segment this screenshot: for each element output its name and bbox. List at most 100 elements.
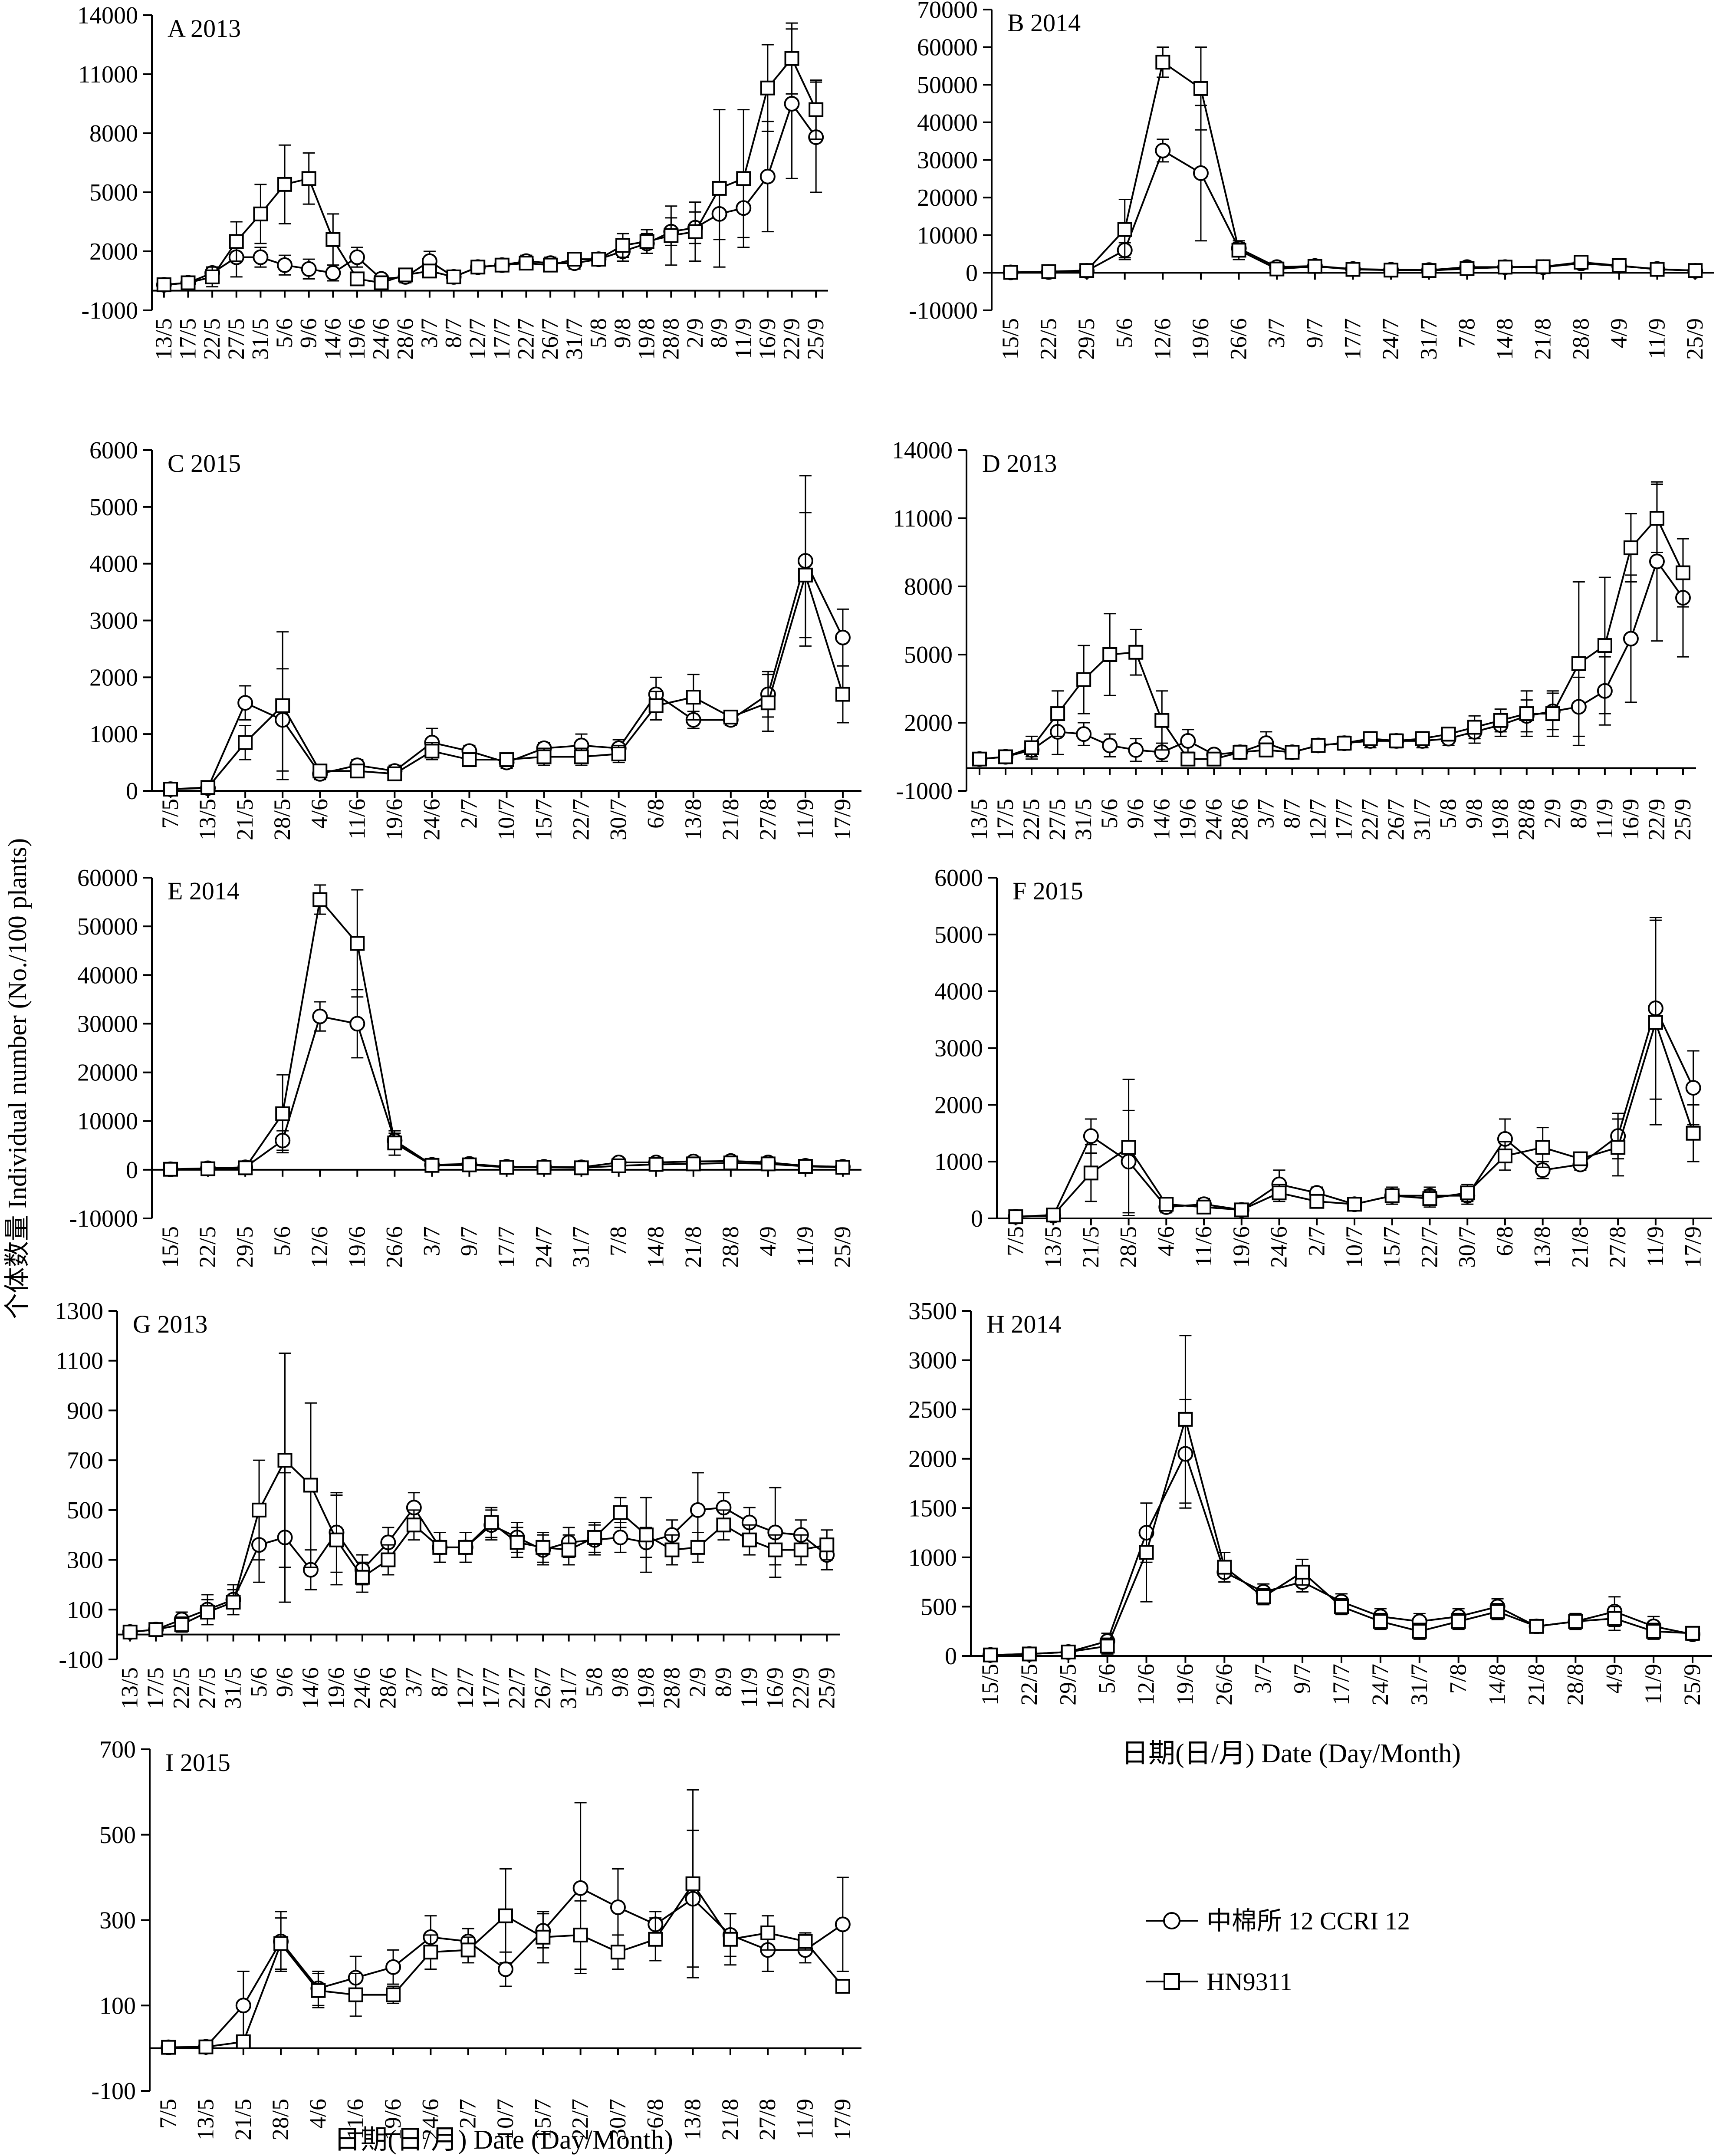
x-tick-label: 22/7 (504, 1667, 530, 1709)
x-tick-label: 26/7 (537, 318, 563, 360)
data-point-square (1373, 1614, 1388, 1629)
data-point-square (1003, 265, 1018, 280)
data-point-square (381, 1552, 396, 1567)
data-point-square (238, 1160, 253, 1175)
data-point-square (611, 746, 626, 761)
data-point-square (1607, 1611, 1622, 1626)
series-hn9311 (972, 484, 1690, 767)
data-point-square (1046, 1208, 1061, 1223)
data-point-square (712, 181, 727, 196)
data-point-square (432, 1540, 447, 1555)
series-hn9311 (163, 512, 850, 797)
y-tick-label: 1100 (56, 1348, 103, 1375)
series-ccri12 (156, 28, 824, 293)
x-tick-label: 5/8 (1435, 799, 1461, 829)
data-point-square (460, 1942, 476, 1958)
data-point-square (1259, 742, 1274, 757)
data-point-circle (325, 265, 341, 281)
x-tick-label: 10/7 (493, 799, 519, 840)
x-tick-label: 19/8 (1487, 799, 1513, 840)
data-point-square (406, 1517, 421, 1533)
y-tick-label: 10000 (917, 222, 978, 249)
x-tick-label: 21/5 (230, 2099, 256, 2140)
data-point-square (1597, 638, 1612, 653)
data-point-square (424, 1158, 440, 1173)
data-point-square (122, 1624, 138, 1639)
series-hn9311 (122, 1353, 835, 1639)
x-tick-label: 17/9 (829, 799, 855, 840)
x-tick-label: 11/9 (1591, 799, 1617, 839)
data-point-square (784, 51, 799, 66)
x-tick-label: 4/6 (1153, 1226, 1179, 1256)
x-tick-label: 24/6 (417, 2099, 443, 2140)
data-point-square (819, 1537, 835, 1553)
x-tick-label: 4/9 (755, 1226, 781, 1256)
data-point-square (1519, 706, 1534, 721)
y-tick-label: 30000 (77, 1011, 138, 1037)
x-tick-label: 27/5 (1044, 799, 1070, 840)
data-point-square (499, 1160, 514, 1175)
data-point-square (1648, 1015, 1663, 1030)
x-tick-label: 26/6 (1211, 1664, 1237, 1705)
data-point-square (273, 1936, 289, 1951)
y-tick-label: 40000 (77, 962, 138, 989)
x-tick-label: 11/9 (736, 1667, 762, 1708)
data-point-square (648, 698, 664, 713)
x-tick-label: 2/7 (455, 2099, 481, 2129)
data-point-square (536, 1929, 551, 1945)
data-point-square (1272, 1185, 1287, 1201)
data-point-square (350, 936, 365, 951)
x-tick-label: 17/7 (1340, 318, 1366, 360)
x-tick-label: 8/9 (1565, 799, 1591, 829)
x-tick-label: 13/8 (680, 799, 706, 840)
x-tick-label: 27/8 (755, 799, 781, 840)
data-point-circle (572, 1880, 588, 1896)
data-point-square (201, 1161, 216, 1176)
x-tick-label: 31/7 (556, 1667, 582, 1709)
x-tick-label: 22/7 (567, 2099, 593, 2140)
data-point-square (1061, 1644, 1076, 1659)
data-point-square (760, 80, 775, 95)
data-point-circle (349, 249, 365, 265)
data-point-square (798, 1934, 813, 1949)
x-tick-label: 9/7 (456, 1226, 482, 1256)
x-tick-label: 15/7 (531, 799, 557, 840)
data-point-square (1490, 1604, 1505, 1619)
data-point-square (329, 1532, 344, 1547)
x-tick-label: 6/8 (1492, 1226, 1518, 1256)
x-tick-label: 30/7 (605, 2099, 631, 2140)
series-line (1010, 149, 1696, 273)
x-tick-label: 17/5 (142, 1667, 168, 1709)
x-tick-label: 13/5 (192, 2099, 218, 2140)
data-point-circle (1193, 165, 1209, 181)
data-point-square (1493, 713, 1508, 728)
data-point-circle (1623, 631, 1639, 647)
y-tick-label: 40000 (917, 109, 978, 136)
data-point-square (458, 1540, 473, 1555)
panel-title: H 2014 (986, 1310, 1061, 1338)
x-tick-label: 12/6 (1149, 318, 1175, 360)
x-tick-label: 31/7 (561, 318, 587, 360)
panel-title: E 2014 (168, 877, 240, 905)
x-tick-label: 24/6 (1200, 799, 1226, 840)
data-point-square (1337, 736, 1352, 751)
x-tick-label: 2/7 (1303, 1226, 1329, 1256)
data-point-circle (312, 1008, 328, 1024)
x-tick-label: 11/9 (792, 2099, 818, 2140)
data-point-square (573, 1927, 588, 1942)
data-point-square (835, 1978, 850, 1994)
series-line (1016, 1006, 1694, 1218)
data-point-square (1568, 1614, 1583, 1629)
data-point-square (1180, 751, 1196, 767)
x-tick-label: 5/6 (269, 1226, 295, 1256)
x-tick-label: 8/7 (1279, 799, 1305, 829)
x-tick-label: 24/6 (368, 318, 394, 360)
data-point-square (561, 1542, 576, 1557)
data-point-circle (1083, 1128, 1099, 1144)
x-tick-label: 25/9 (1679, 1664, 1705, 1705)
data-point-square (1256, 1589, 1271, 1604)
data-point-square (161, 2040, 176, 2055)
data-point-square (1041, 264, 1056, 279)
panel-title: B 2014 (1007, 9, 1081, 37)
x-tick-label: 22/9 (788, 1667, 814, 1709)
